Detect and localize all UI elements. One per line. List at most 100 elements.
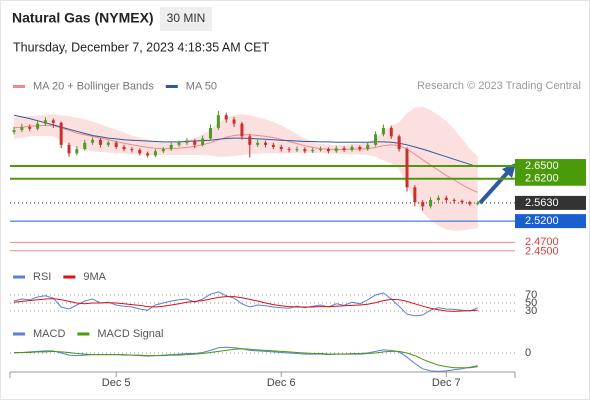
indicator-line xyxy=(14,348,478,369)
candle-body xyxy=(153,151,157,156)
x-tick-label: Dec 7 xyxy=(432,377,461,389)
candle-body xyxy=(334,148,338,152)
candle-body xyxy=(248,136,252,145)
candle-body xyxy=(224,115,228,120)
candle-body xyxy=(114,142,118,147)
candle-body xyxy=(350,146,354,150)
level-box xyxy=(515,159,586,174)
level-box xyxy=(515,214,586,229)
candle-body xyxy=(12,130,16,133)
candle-body xyxy=(161,149,165,152)
timestamp: Thursday, December 7, 2023 4:18:35 AM CE… xyxy=(13,40,270,54)
legend-swatch xyxy=(77,332,90,336)
candle-body xyxy=(201,138,205,145)
candle-body xyxy=(216,115,220,128)
candle-body xyxy=(271,144,275,147)
candle-body xyxy=(476,202,480,205)
level-label: 2.6500 xyxy=(525,160,559,172)
candle-body xyxy=(51,120,55,123)
level-box xyxy=(515,171,586,186)
legend-swatch xyxy=(63,275,76,279)
candle-body xyxy=(381,127,385,135)
candle-body xyxy=(429,199,433,207)
legend-label: 9MA xyxy=(83,271,106,283)
level-label: 2.5630 xyxy=(525,197,559,209)
candle-body xyxy=(397,136,401,150)
legend-label: MA 50 xyxy=(186,80,217,92)
candle-body xyxy=(91,139,95,143)
candle-body xyxy=(319,149,323,151)
candle-body xyxy=(342,148,346,150)
candle-body xyxy=(436,197,440,200)
candle-body xyxy=(177,142,181,145)
candle-body xyxy=(130,149,134,151)
candle-body xyxy=(59,122,63,145)
legend-swatch xyxy=(13,275,25,279)
candle-body xyxy=(358,146,362,150)
timeframe-box xyxy=(160,7,212,31)
candle-body xyxy=(193,140,197,145)
candle-body xyxy=(185,140,189,143)
candle-body xyxy=(67,144,71,154)
candle-body xyxy=(232,119,236,124)
candle-body xyxy=(468,202,472,205)
candle-body xyxy=(389,127,393,137)
legend-swatch xyxy=(165,85,178,88)
legend-swatch xyxy=(13,85,25,88)
candle-body xyxy=(122,146,126,150)
y-tick-label: 70 xyxy=(525,289,537,301)
candle-body xyxy=(413,187,417,203)
candle-body xyxy=(279,146,283,150)
legend-label: MACD Signal xyxy=(97,328,163,340)
candle-body xyxy=(287,149,291,151)
candle-body xyxy=(75,149,79,154)
legend-label: MA 20 + Bollinger Bands xyxy=(33,80,154,92)
candle-body xyxy=(444,197,448,200)
candle-body xyxy=(326,149,330,152)
candle-body xyxy=(303,149,307,152)
legend-swatch xyxy=(13,332,25,336)
candle-body xyxy=(28,127,32,129)
candle-body xyxy=(421,202,425,207)
candle-body xyxy=(374,134,378,145)
candle-body xyxy=(460,200,464,203)
credit: Research © 2023 Trading Central xyxy=(417,80,581,92)
candle-body xyxy=(256,142,260,145)
y-tick-label: 30 xyxy=(525,305,537,317)
level-box xyxy=(515,195,586,210)
y-tick-label: 0 xyxy=(525,347,531,359)
candle-body xyxy=(311,149,315,152)
forecast-arrow xyxy=(478,170,510,205)
indicator-line xyxy=(13,291,478,317)
y-tick-label: 50 xyxy=(525,297,537,309)
level-label: 2.4700 xyxy=(525,236,559,248)
level-label: 2.5200 xyxy=(525,215,559,227)
candle-body xyxy=(20,127,24,131)
candle-body xyxy=(452,199,456,201)
candle-body xyxy=(295,149,299,151)
indicator-line xyxy=(13,296,478,312)
candle-body xyxy=(43,120,47,124)
candle-body xyxy=(83,142,87,150)
candle-body xyxy=(240,123,244,137)
x-tick-label: Dec 6 xyxy=(267,377,296,389)
candle-body xyxy=(36,123,40,129)
candle-body xyxy=(405,149,409,188)
timeframe: 30 MIN xyxy=(167,11,206,25)
candle-body xyxy=(146,153,150,156)
level-label: 2.4500 xyxy=(525,246,559,258)
legend-label: RSI xyxy=(33,271,51,283)
candle-body xyxy=(169,144,173,150)
candle-body xyxy=(264,142,268,145)
legend-label: MACD xyxy=(33,328,65,340)
level-label: 2.6200 xyxy=(525,173,559,185)
chart-title: Natural Gas (NYMEX) xyxy=(12,10,154,26)
x-tick-label: Dec 5 xyxy=(102,377,131,389)
candle-body xyxy=(106,142,110,145)
bollinger-band xyxy=(14,106,478,231)
candle-body xyxy=(138,149,142,154)
candle-body xyxy=(209,127,212,139)
candle-body xyxy=(366,144,370,150)
